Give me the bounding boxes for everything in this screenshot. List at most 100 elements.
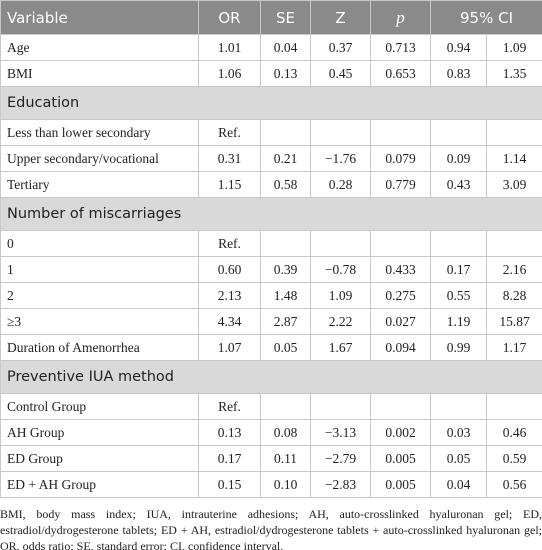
header-cell: SE: [260, 0, 311, 35]
value-cell: 0.713: [370, 34, 431, 61]
section-row: Preventive IUA method: [0, 360, 542, 394]
section-label: Number of miscarriages: [0, 197, 542, 231]
value-cell: 0.09: [430, 145, 487, 172]
value-cell: 0.275: [370, 282, 431, 309]
value-cell: 0.04: [260, 34, 311, 61]
table-body: Age 1.01 0.04 0.37 0.713 0.94 1.09 BMI 1.06 0.13 0…: [0, 34, 542, 498]
variable-cell: 1: [0, 256, 199, 283]
data-row: Control Group Ref.: [0, 393, 542, 420]
value-cell: 1.48: [260, 282, 311, 309]
header-cell: 95% CI: [429, 0, 542, 35]
value-cell: 0.13: [260, 60, 311, 87]
variable-cell: AH Group: [0, 419, 199, 446]
value-cell: 0.17: [198, 445, 261, 472]
footnote: BMI, body mass index; IUA, intrauterine …: [0, 507, 542, 550]
variable-cell: Duration of Amenorrhea: [0, 334, 199, 361]
value-cell: 1.01: [198, 34, 261, 61]
value-cell: 2.13: [198, 282, 261, 309]
value-cell: 0.15: [198, 471, 261, 498]
value-cell: 0.45: [310, 60, 371, 87]
value-cell: 0.94: [430, 34, 487, 61]
value-cell: 0.31: [198, 145, 261, 172]
variable-cell: ED Group: [0, 445, 199, 472]
value-cell: 1.06: [198, 60, 261, 87]
data-row: 1 0.60 0.39 −0.78 0.433 0.17 2.16: [0, 256, 542, 283]
section-row: Number of miscarriages: [0, 197, 542, 231]
value-cell: 0.653: [370, 60, 431, 87]
value-cell: −3.13: [310, 419, 371, 446]
empty-cell: [430, 230, 487, 257]
value-cell: 0.005: [370, 471, 431, 498]
value-cell: 4.34: [198, 308, 261, 335]
value-cell: Ref.: [198, 119, 261, 146]
value-cell: 0.779: [370, 171, 431, 198]
data-row: Upper secondary/vocational 0.31 0.21 −1.76 0…: [0, 145, 542, 172]
header-cell: Z: [310, 0, 371, 35]
data-row: AH Group 0.13 0.08 −3.13 0.002 0.03 0.46: [0, 419, 542, 446]
value-cell: 1.67: [310, 334, 371, 361]
value-cell: 0.04: [430, 471, 487, 498]
data-row: Less than lower secondary Ref.: [0, 119, 542, 146]
data-row: ≥3 4.34 2.87 2.22 0.027 1.19 15.87: [0, 308, 542, 335]
header-cell: Variable: [0, 0, 199, 35]
value-cell: 0.59: [485, 445, 542, 472]
value-cell: 2.22: [310, 308, 371, 335]
data-row: 0 Ref.: [0, 230, 542, 257]
data-row: BMI 1.06 0.13 0.45 0.653 0.83 1.35: [0, 60, 542, 87]
value-cell: −2.79: [310, 445, 371, 472]
empty-cell: [370, 393, 431, 420]
variable-cell: 2: [0, 282, 199, 309]
value-cell: 0.079: [370, 145, 431, 172]
data-row: Duration of Amenorrhea 1.07 0.05 1.67 0.094 0…: [0, 334, 542, 361]
value-cell: 2.16: [485, 256, 542, 283]
variable-cell: Less than lower secondary: [0, 119, 199, 146]
empty-cell: [260, 230, 311, 257]
section-label: Preventive IUA method: [0, 360, 542, 394]
value-cell: 0.433: [370, 256, 431, 283]
value-cell: 15.87: [485, 308, 542, 335]
header-cell: p: [370, 0, 431, 35]
value-cell: 1.09: [485, 34, 542, 61]
value-cell: 0.28: [310, 171, 371, 198]
empty-cell: [310, 230, 371, 257]
value-cell: 3.09: [485, 171, 542, 198]
value-cell: −2.83: [310, 471, 371, 498]
value-cell: 0.58: [260, 171, 311, 198]
empty-cell: [485, 230, 542, 257]
section-row: Education: [0, 86, 542, 120]
data-row: Age 1.01 0.04 0.37 0.713 0.94 1.09: [0, 34, 542, 61]
value-cell: 0.094: [370, 334, 431, 361]
value-cell: 0.21: [260, 145, 311, 172]
value-cell: 1.07: [198, 334, 261, 361]
empty-cell: [485, 393, 542, 420]
value-cell: 1.19: [430, 308, 487, 335]
variable-cell: Upper secondary/vocational: [0, 145, 199, 172]
empty-cell: [260, 393, 311, 420]
value-cell: 8.28: [485, 282, 542, 309]
data-row: ED + AH Group 0.15 0.10 −2.83 0.005 0.04 0.56: [0, 471, 542, 498]
value-cell: 0.005: [370, 445, 431, 472]
value-cell: 0.002: [370, 419, 431, 446]
value-cell: 0.99: [430, 334, 487, 361]
variable-cell: Control Group: [0, 393, 199, 420]
value-cell: 0.56: [485, 471, 542, 498]
value-cell: 0.05: [260, 334, 311, 361]
value-cell: 0.83: [430, 60, 487, 87]
value-cell: 0.05: [430, 445, 487, 472]
value-cell: −0.78: [310, 256, 371, 283]
value-cell: −1.76: [310, 145, 371, 172]
data-row: 2 2.13 1.48 1.09 0.275 0.55 8.28: [0, 282, 542, 309]
value-cell: 0.03: [430, 419, 487, 446]
value-cell: Ref.: [198, 393, 261, 420]
value-cell: 0.11: [260, 445, 311, 472]
data-row: ED Group 0.17 0.11 −2.79 0.005 0.05 0.59: [0, 445, 542, 472]
variable-cell: BMI: [0, 60, 199, 87]
empty-cell: [310, 119, 371, 146]
value-cell: Ref.: [198, 230, 261, 257]
empty-cell: [260, 119, 311, 146]
variable-cell: Age: [0, 34, 199, 61]
